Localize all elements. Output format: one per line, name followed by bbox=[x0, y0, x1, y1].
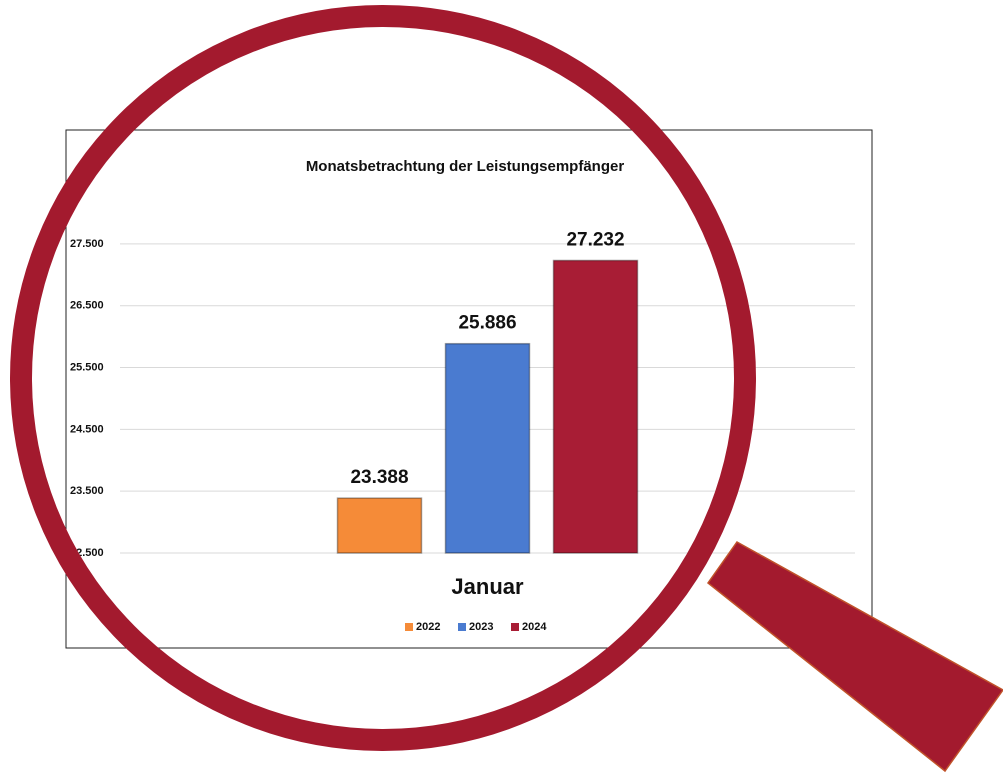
value-label: 25.886 bbox=[458, 313, 516, 334]
legend-label: 2024 bbox=[522, 621, 547, 633]
chart-title: Monatsbetrachtung der Leistungsempfänger bbox=[306, 158, 625, 175]
value-label: 27.232 bbox=[566, 229, 624, 250]
legend-swatch bbox=[458, 623, 466, 631]
y-tick-label: 24.500 bbox=[70, 423, 104, 435]
bar bbox=[554, 260, 638, 553]
legend-swatch bbox=[511, 623, 519, 631]
chart: Monatsbetrachtung der Leistungsempfänger… bbox=[0, 0, 1003, 773]
legend-label: 2022 bbox=[416, 621, 440, 633]
y-tick-label: 23.500 bbox=[70, 485, 104, 497]
legend-label: 2023 bbox=[469, 621, 493, 633]
page: {"chart_data": {"type": "bar", "title": … bbox=[0, 0, 1003, 773]
bar bbox=[338, 498, 422, 553]
value-label: 23.388 bbox=[350, 467, 408, 488]
y-tick-label: 27.500 bbox=[70, 238, 104, 250]
x-tick-label: Januar bbox=[451, 574, 524, 599]
bar bbox=[446, 344, 530, 553]
y-tick-label: 26.500 bbox=[70, 300, 104, 312]
y-tick-label: 25.500 bbox=[70, 361, 104, 373]
legend-swatch bbox=[405, 623, 413, 631]
